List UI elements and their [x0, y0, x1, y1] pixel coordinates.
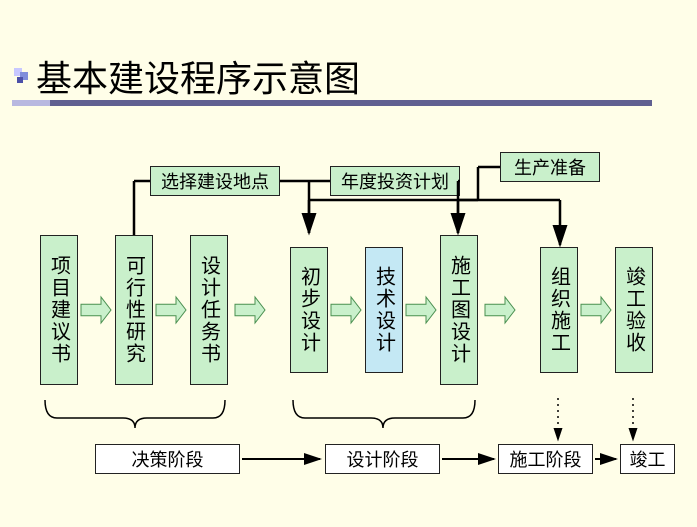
- node-t3: 生产准备: [500, 152, 600, 182]
- title-underline: [12, 100, 652, 106]
- node-n3: 设计任务书: [190, 235, 228, 385]
- page-title: 基本建设程序示意图: [36, 50, 360, 102]
- node-n7: 组织施工: [540, 247, 578, 373]
- bullet-icon: [14, 68, 30, 84]
- node-t2: 年度投资计划: [330, 166, 460, 196]
- node-p2: 设计阶段: [325, 444, 440, 474]
- node-n1: 项目建议书: [40, 235, 78, 385]
- node-n6: 施工图设计: [440, 235, 478, 385]
- node-p3: 施工阶段: [498, 444, 593, 474]
- node-p4: 竣工: [620, 444, 675, 474]
- node-p1: 决策阶段: [95, 444, 240, 474]
- node-n5: 技术设计: [365, 247, 403, 373]
- node-t1: 选择建设地点: [150, 166, 280, 196]
- node-n2: 可行性研究: [115, 235, 153, 385]
- title-bar: 基本建设程序示意图: [14, 50, 360, 102]
- node-n8: 竣工验收: [615, 247, 653, 373]
- node-n4: 初步设计: [290, 247, 328, 373]
